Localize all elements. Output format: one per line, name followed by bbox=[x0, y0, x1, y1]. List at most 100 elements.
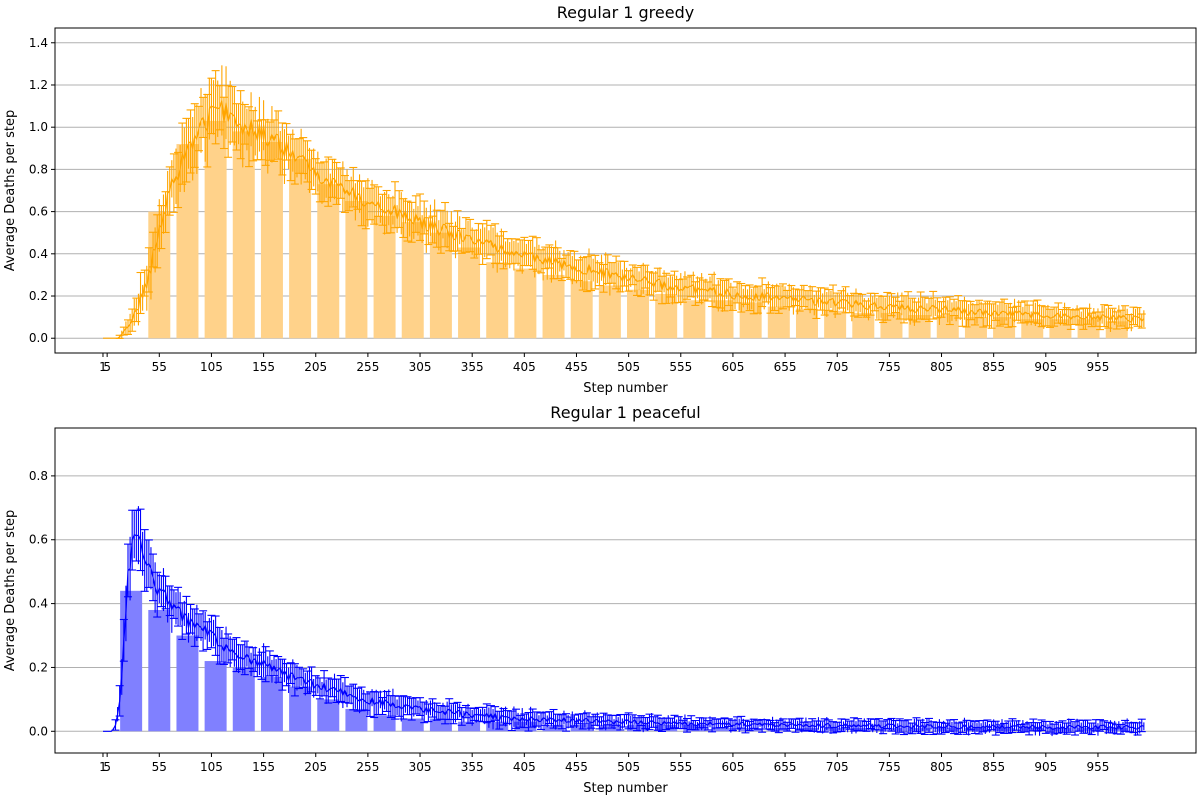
x-tick-label: 805 bbox=[930, 760, 953, 774]
bar bbox=[148, 609, 171, 732]
x-tick-label: 55 bbox=[152, 760, 167, 774]
bar bbox=[458, 247, 481, 339]
x-tick-label: 405 bbox=[513, 360, 536, 374]
x-tick-label: 605 bbox=[721, 760, 744, 774]
bar bbox=[458, 721, 481, 732]
x-tick-label: 305 bbox=[409, 360, 432, 374]
y-tick-label: 1.2 bbox=[29, 78, 48, 92]
bar bbox=[289, 686, 312, 732]
bar bbox=[936, 728, 959, 732]
x-tick-label: 255 bbox=[356, 360, 379, 374]
bar bbox=[401, 222, 424, 339]
peaceful-chart: 0.00.20.40.60.815 55 105 155 205 255 305 355 405… bbox=[3, 403, 1197, 796]
bar bbox=[176, 144, 199, 339]
chart-title: Regular 1 peaceful bbox=[550, 403, 700, 422]
bar bbox=[317, 184, 340, 339]
bar bbox=[486, 262, 509, 339]
greedy-chart: 0.00.20.40.60.81.01.21.415 55 105 155 205 255… bbox=[3, 3, 1197, 396]
bar bbox=[824, 310, 847, 339]
x-tick-label: 55 bbox=[152, 360, 167, 374]
bar bbox=[289, 158, 312, 339]
x-tick-label: 5 bbox=[103, 760, 111, 774]
bar bbox=[1021, 728, 1044, 732]
y-axis-label: Average Deaths per step bbox=[3, 510, 18, 672]
x-tick-label: 155 bbox=[252, 360, 275, 374]
bar bbox=[739, 302, 762, 339]
x-tick-label: 655 bbox=[774, 360, 797, 374]
y-tick-label: 0.4 bbox=[29, 597, 48, 611]
bar bbox=[936, 315, 959, 339]
x-tick-label: 855 bbox=[982, 760, 1005, 774]
bar bbox=[739, 728, 762, 732]
y-tick-label: 0.4 bbox=[29, 247, 48, 261]
x-tick-label: 205 bbox=[304, 360, 327, 374]
bar bbox=[655, 293, 678, 339]
x-axis-label: Step number bbox=[583, 781, 668, 796]
bar bbox=[204, 120, 227, 339]
bar bbox=[570, 281, 593, 339]
x-tick-label: 255 bbox=[356, 760, 379, 774]
x-tick-label: 905 bbox=[1034, 360, 1057, 374]
x-tick-label: 455 bbox=[565, 360, 588, 374]
bar bbox=[993, 317, 1016, 339]
bar bbox=[345, 708, 368, 732]
x-tick-label: 5 bbox=[103, 360, 111, 374]
bar bbox=[232, 667, 255, 732]
bar bbox=[345, 201, 368, 339]
x-tick-label: 955 bbox=[1087, 760, 1110, 774]
plot-frame bbox=[54, 427, 1197, 754]
y-tick-label: 0.6 bbox=[29, 205, 48, 219]
bar bbox=[260, 677, 283, 732]
y-tick-label: 0.8 bbox=[29, 162, 48, 176]
y-tick-label: 0.8 bbox=[29, 469, 48, 483]
x-tick-label: 505 bbox=[617, 360, 640, 374]
x-tick-label: 1 bbox=[99, 760, 107, 774]
x-tick-label: 605 bbox=[721, 360, 744, 374]
chart-title: Regular 1 greedy bbox=[557, 3, 694, 22]
y-tick-label: 1.4 bbox=[29, 36, 48, 50]
x-tick-label: 705 bbox=[826, 360, 849, 374]
y-tick-label: 1.0 bbox=[29, 120, 48, 134]
plot-frame bbox=[54, 27, 1197, 354]
x-tick-label: 805 bbox=[930, 360, 953, 374]
x-tick-label: 755 bbox=[878, 760, 901, 774]
bar bbox=[373, 715, 396, 732]
bar bbox=[627, 724, 650, 732]
error-bars bbox=[115, 65, 1146, 339]
bar bbox=[148, 211, 171, 339]
x-axis-label: Step number bbox=[583, 381, 668, 396]
mean-line bbox=[103, 100, 1145, 339]
bar bbox=[514, 721, 537, 732]
bar bbox=[204, 661, 227, 732]
x-tick-label: 105 bbox=[200, 360, 223, 374]
bar bbox=[1049, 319, 1072, 339]
x-tick-label: 305 bbox=[409, 760, 432, 774]
x-tick-label: 205 bbox=[304, 760, 327, 774]
x-tick-label: 555 bbox=[669, 360, 692, 374]
bar bbox=[627, 289, 650, 339]
x-tick-label: 405 bbox=[513, 760, 536, 774]
bar bbox=[795, 308, 818, 339]
mean-line bbox=[103, 533, 1145, 732]
x-tick-label: 155 bbox=[252, 760, 275, 774]
bar bbox=[429, 232, 452, 339]
bar bbox=[373, 215, 396, 339]
bar bbox=[598, 285, 621, 339]
x-tick-label: 905 bbox=[1034, 760, 1057, 774]
plot-area: 0.00.20.40.60.815 55 105 155 205 255 305 355 405… bbox=[29, 427, 1197, 774]
bar bbox=[429, 718, 452, 732]
bar bbox=[908, 728, 931, 732]
y-tick-label: 0.0 bbox=[29, 331, 48, 345]
y-tick-label: 0.2 bbox=[29, 660, 48, 674]
bar bbox=[964, 728, 987, 732]
bar bbox=[176, 635, 199, 732]
y-axis-label: Average Deaths per step bbox=[3, 110, 18, 272]
bar bbox=[880, 312, 903, 339]
bar bbox=[767, 306, 790, 339]
bar bbox=[514, 268, 537, 339]
bar bbox=[964, 317, 987, 339]
bar bbox=[683, 724, 706, 732]
bar bbox=[317, 699, 340, 732]
x-tick-label: 755 bbox=[878, 360, 901, 374]
